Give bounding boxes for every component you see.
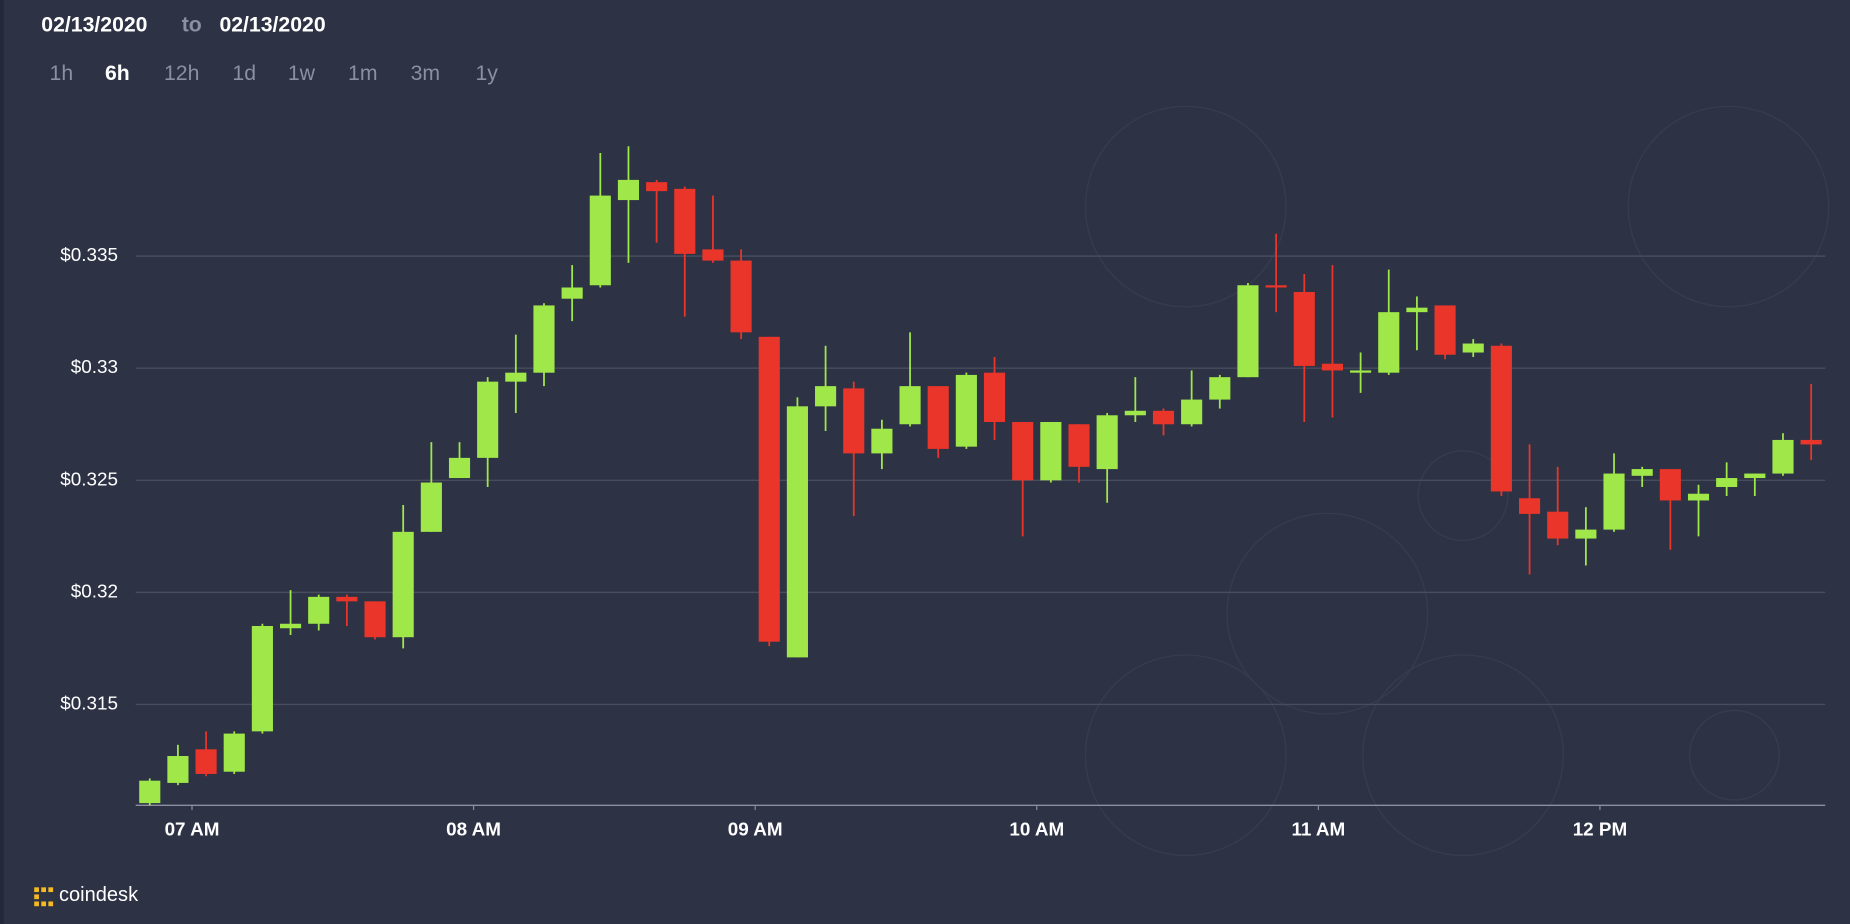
candle-body <box>420 482 442 532</box>
x-tick-label: 12 PM <box>1573 819 1628 840</box>
candle-body <box>646 182 668 192</box>
candle-body <box>561 287 583 299</box>
left-edge <box>0 0 4 924</box>
date-to: 02/13/2020 <box>219 14 325 37</box>
candle-body <box>871 428 893 454</box>
range-button[interactable]: 1d <box>232 62 256 85</box>
logo-icon <box>34 887 54 907</box>
candle-body <box>308 596 330 624</box>
candle-body <box>1716 478 1738 488</box>
candle-body <box>786 406 808 658</box>
candle-body <box>195 749 217 774</box>
candle-body <box>167 756 189 783</box>
candle-body <box>730 260 752 333</box>
candle-body <box>702 249 724 261</box>
candle-body <box>674 188 696 254</box>
candle-body <box>1293 291 1315 366</box>
x-tick-label: 11 AM <box>1291 819 1345 840</box>
candle-body <box>1744 473 1766 479</box>
candle-body <box>1181 399 1203 425</box>
candle-body <box>477 381 499 458</box>
candle-body <box>927 386 949 449</box>
candle-body <box>899 386 921 425</box>
y-tick-label: $0.33 <box>71 356 118 377</box>
x-tick-label: 08 AM <box>446 819 501 840</box>
y-tick-label: $0.32 <box>71 580 118 601</box>
candle-body <box>1350 370 1372 373</box>
candle-body <box>983 372 1006 423</box>
candle-body <box>1012 422 1034 481</box>
range-button[interactable]: 1h <box>50 62 74 85</box>
y-tick-label: $0.325 <box>60 468 118 489</box>
candle-body <box>1659 469 1681 501</box>
candle-body <box>505 372 527 382</box>
date-to-word: to <box>182 14 202 37</box>
candle-body <box>1124 410 1146 416</box>
candle-body <box>1631 469 1653 476</box>
candle-body <box>1265 285 1287 288</box>
candle-body <box>589 195 611 286</box>
candle-body <box>279 623 302 629</box>
candle-body <box>364 601 386 638</box>
candle-body <box>1603 473 1625 530</box>
y-tick-label: $0.335 <box>60 244 118 265</box>
range-button[interactable]: 12h <box>164 62 199 85</box>
candle-body <box>336 596 358 602</box>
candle-body <box>1237 285 1259 378</box>
candle-body <box>1406 307 1428 313</box>
range-button[interactable]: 1m <box>348 62 377 85</box>
candle-body <box>1547 511 1569 539</box>
candle-body <box>617 179 640 201</box>
candle-body <box>758 336 780 642</box>
candle-body <box>1068 424 1090 467</box>
candle-body <box>1518 498 1541 514</box>
x-tick-label: 07 AM <box>165 819 220 840</box>
candle-body <box>843 388 865 454</box>
candle-body <box>1462 343 1484 353</box>
candle-body <box>1152 410 1175 425</box>
candle-body <box>223 733 245 772</box>
logo-text: coindesk <box>59 884 139 906</box>
candle-body <box>1687 493 1710 501</box>
candle-body <box>1490 345 1512 492</box>
candle-body <box>1209 377 1231 400</box>
candle-body <box>1096 415 1118 470</box>
candle-body <box>533 305 555 373</box>
logo: coindesk <box>34 884 139 907</box>
candle-body <box>139 780 161 804</box>
candle-body <box>1378 312 1400 373</box>
y-tick-label: $0.315 <box>60 692 118 713</box>
date-from: 02/13/2020 <box>41 14 147 37</box>
x-tick-label: 09 AM <box>728 819 783 840</box>
candle-body <box>448 457 471 479</box>
candle-body <box>955 374 977 447</box>
candle-body <box>1800 439 1822 445</box>
decoration <box>1084 105 1830 857</box>
candle-body <box>1772 439 1794 474</box>
candle-body <box>1575 529 1597 539</box>
x-tick-label: 10 AM <box>1009 819 1064 840</box>
range-button[interactable]: 1w <box>288 62 316 85</box>
range-button[interactable]: 6h <box>105 62 130 85</box>
candle-body <box>815 386 837 407</box>
candle-body <box>392 531 414 638</box>
candle-body <box>1321 363 1344 371</box>
range-button[interactable]: 1y <box>475 62 498 85</box>
candle-body <box>1040 422 1062 481</box>
candle-body <box>1434 305 1456 355</box>
candle-body <box>251 625 273 732</box>
range-button[interactable]: 3m <box>411 62 440 85</box>
